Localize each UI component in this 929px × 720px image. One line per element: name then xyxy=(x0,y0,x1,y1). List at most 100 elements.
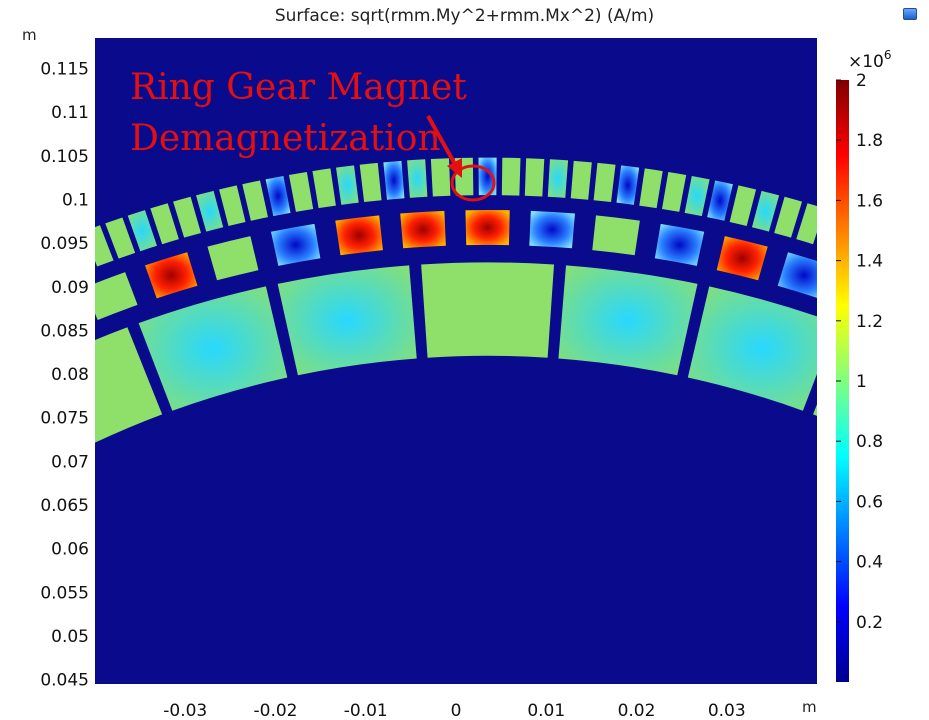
y-tick-label: 0.115 xyxy=(40,60,89,80)
inner-segment xyxy=(277,265,417,376)
magnet-piece xyxy=(777,252,817,298)
magnet-piece xyxy=(400,210,446,249)
x-tick-label: -0.03 xyxy=(163,701,207,720)
ring-gear-magnet xyxy=(524,158,545,197)
colorbar-tick-label: 2 xyxy=(856,71,867,91)
inner-segment xyxy=(813,404,817,416)
colorbar-tick-label: 1 xyxy=(856,372,867,392)
colorbar-tick-label: 1.4 xyxy=(856,252,883,272)
ring-gear-magnet xyxy=(501,157,521,196)
colorbar-tick-label: 0.2 xyxy=(856,613,883,633)
magnet-piece xyxy=(95,272,138,320)
inner-segment xyxy=(687,286,817,411)
ring-gear-magnet xyxy=(288,171,314,212)
y-tick-label: 0.08 xyxy=(51,365,89,385)
inner-segment xyxy=(421,262,555,358)
y-tick-label: 0.06 xyxy=(51,540,89,560)
x-tick-label: 0.03 xyxy=(708,701,746,720)
magnet-piece xyxy=(529,210,575,249)
annotation: Ring Gear Magnet Demagnetization xyxy=(130,67,496,202)
ring-gear-magnet xyxy=(707,180,733,221)
ring-gear-magnet xyxy=(127,210,157,252)
x-tick-label: 0 xyxy=(451,701,462,720)
y-tick-label: 0.11 xyxy=(51,103,89,123)
ring-gear-magnet xyxy=(796,203,817,245)
inner-segment xyxy=(558,265,698,376)
ring-gear-magnet xyxy=(729,185,757,226)
colorbar-multiplier: ×106 xyxy=(848,48,892,72)
colorbar-tick-label: 1.2 xyxy=(856,312,883,332)
annotation-line-2: Demagnetization xyxy=(130,118,441,159)
magnet-piece xyxy=(592,215,640,256)
ring-gear-magnet xyxy=(265,175,291,217)
magnet-piece xyxy=(716,236,768,281)
colorbar-tick-label: 0.6 xyxy=(856,492,883,512)
plot-title: Surface: sqrt(rmm.My^2+rmm.Mx^2) (A/m) xyxy=(274,6,655,26)
magnet-piece xyxy=(465,209,510,246)
ring-gear-magnet xyxy=(570,160,592,200)
y-tick-label: 0.095 xyxy=(40,234,89,254)
y-tick-label: 0.09 xyxy=(51,278,89,298)
ring-gear-magnet xyxy=(219,185,246,226)
inner-segment xyxy=(0,387,44,532)
y-axis-unit: m xyxy=(22,26,37,44)
colorbar xyxy=(836,80,849,682)
y-tick-label: 0.085 xyxy=(40,321,89,341)
colorbar-tick-label: 0.8 xyxy=(856,432,883,452)
ring-gear-magnet xyxy=(95,225,114,267)
ring-gear-magnet xyxy=(430,158,451,197)
y-tick-label: 0.07 xyxy=(51,452,89,472)
y-tick-label: 0.065 xyxy=(40,496,89,516)
y-tick-label: 0.1 xyxy=(62,191,89,211)
machine-geometry xyxy=(0,157,914,532)
magnet-piece xyxy=(270,223,321,266)
x-tick-label: 0.02 xyxy=(618,701,656,720)
magnet-piece xyxy=(335,215,383,256)
ring-gear-magnet xyxy=(774,196,803,238)
y-tick-label: 0.045 xyxy=(40,671,89,691)
x-axis: -0.03 -0.02 -0.01 0 0.01 0.02 0.03 xyxy=(163,701,745,720)
ring-gear-magnet xyxy=(883,234,914,275)
ring-gear-magnet xyxy=(312,168,336,209)
ring-gear-magnet xyxy=(547,159,569,198)
ring-gear-magnet xyxy=(359,162,382,203)
x-tick-label: 0.01 xyxy=(527,701,565,720)
ring-gear-magnet xyxy=(593,162,616,203)
ring-gear-magnet xyxy=(751,190,780,232)
x-axis-unit: m xyxy=(802,698,817,716)
inner-segment xyxy=(95,327,163,443)
y-axis: 0.045 0.05 0.055 0.06 0.065 0.07 0.075 0.08 0.08… xyxy=(40,60,89,691)
inner-segment xyxy=(138,286,288,411)
y-tick-label: 0.05 xyxy=(51,627,89,647)
magnet-piece xyxy=(654,223,705,266)
ring-gear-magnet xyxy=(383,160,405,200)
ring-gear-magnet xyxy=(196,190,224,232)
colorbar-ticks: 2 1.8 1.6 1.4 1.2 1 0.8 0.6 0.4 0.2 xyxy=(836,71,883,633)
ring-gear-magnet xyxy=(616,165,640,205)
colorbar-tick-label: 1.6 xyxy=(856,191,883,211)
magnet-piece xyxy=(145,252,198,299)
y-tick-label: 0.055 xyxy=(40,583,89,603)
x-tick-label: -0.02 xyxy=(254,701,298,720)
colorbar-tick-label: 0.4 xyxy=(856,553,883,573)
ring-gear-magnet xyxy=(639,168,663,209)
ring-gear-magnet xyxy=(407,159,428,198)
ring-gear-magnet xyxy=(173,196,201,238)
colorbar-tick-label: 1.8 xyxy=(856,131,883,151)
annotation-arrowhead xyxy=(447,158,462,178)
x-tick-label: -0.01 xyxy=(344,701,388,720)
annotation-line-1: Ring Gear Magnet xyxy=(130,67,467,108)
ring-gear-magnet xyxy=(684,175,710,217)
annotation-circle xyxy=(450,164,496,202)
ring-gear-magnet xyxy=(150,203,179,245)
ring-gear-magnet xyxy=(661,171,687,212)
annotation-arrow xyxy=(426,115,458,167)
magnet-piece xyxy=(207,236,259,281)
ring-gear-magnet xyxy=(336,165,359,205)
ring-gear-magnet xyxy=(105,217,136,259)
window-icon xyxy=(903,8,917,20)
y-tick-label: 0.105 xyxy=(40,147,89,167)
y-tick-label: 0.075 xyxy=(40,409,89,429)
ring-gear-magnet xyxy=(242,180,268,221)
